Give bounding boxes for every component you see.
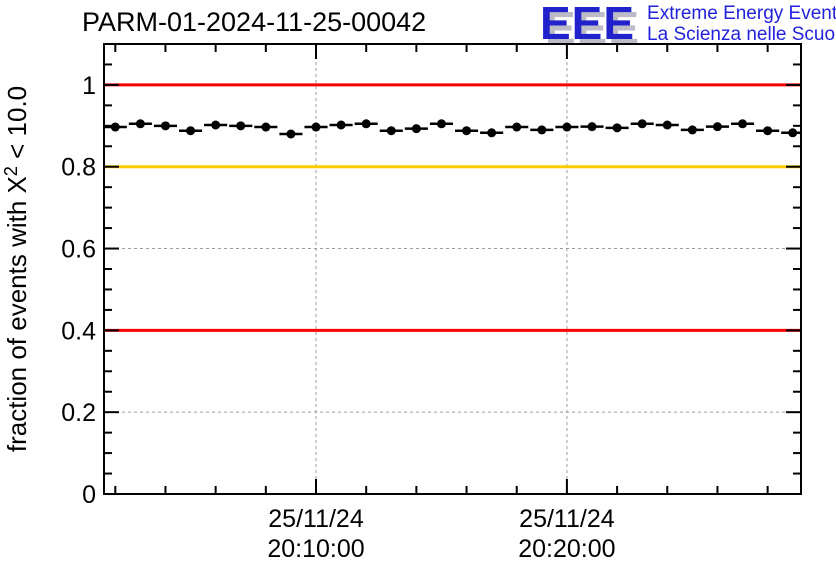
x-tick-label-date: 25/11/24 — [268, 505, 364, 533]
y-tick-label: 0.6 — [61, 236, 96, 264]
data-point — [612, 123, 622, 133]
data-point — [738, 119, 748, 129]
data-point — [361, 119, 371, 129]
data-point — [462, 126, 472, 136]
x-tick-label-time: 20:10:00 — [267, 535, 364, 563]
data-point — [763, 126, 773, 136]
gridlines — [104, 44, 801, 494]
data-point — [712, 122, 722, 132]
chart-title: PARM-01-2024-11-25-00042 — [82, 7, 427, 37]
data-point — [687, 125, 697, 135]
data-point — [211, 120, 221, 130]
data-point — [512, 122, 522, 132]
data-point — [386, 126, 396, 136]
data-point — [261, 122, 271, 132]
data-point — [186, 126, 196, 136]
eee-logo: EEE Extreme Energy Events La Scienza nel… — [540, 0, 836, 49]
y-tick-label: 0.4 — [61, 317, 96, 345]
data-point — [637, 119, 647, 129]
x-tick-label-date: 25/11/24 — [519, 505, 615, 533]
data-point — [311, 122, 321, 132]
data-point — [236, 121, 246, 131]
data-point — [336, 120, 346, 130]
plot-frame — [103, 43, 802, 495]
x-tick-label-time: 20:20:00 — [518, 535, 615, 563]
data-point — [537, 125, 547, 135]
y-tick-label: 1 — [82, 72, 96, 100]
eee-logo-line-2: La Scienza nelle Scuole — [647, 24, 836, 45]
data-point — [286, 129, 296, 139]
y-axis-title: fraction of events with X2 < 10.0 — [1, 86, 32, 452]
y-tick-label: 0.8 — [61, 154, 96, 182]
eee-logo-subtitle: Extreme Energy Events La Scienza nelle S… — [647, 2, 836, 45]
data-point — [135, 119, 145, 129]
eee-logo-line-1: Extreme Energy Events — [647, 3, 836, 24]
data-point — [587, 122, 597, 132]
y-axis-title-group: fraction of events with X2 < 10.0 — [1, 86, 32, 452]
data-series — [104, 119, 801, 139]
y-tick-label: 0 — [82, 481, 96, 509]
data-point — [788, 128, 798, 138]
eee-logo-acronym: EEE — [540, 0, 636, 49]
data-point — [662, 120, 672, 130]
data-point — [411, 124, 421, 134]
data-point — [110, 122, 120, 132]
data-point — [562, 122, 572, 132]
data-point — [160, 121, 170, 131]
data-point — [487, 128, 497, 138]
y-tick-label: 0.2 — [61, 399, 96, 427]
axes-frame — [103, 43, 802, 495]
y-tick-labels: 0 0.2 0.4 0.6 0.8 1 — [61, 72, 96, 509]
threshold-lines — [104, 83, 801, 332]
data-point — [436, 119, 446, 129]
